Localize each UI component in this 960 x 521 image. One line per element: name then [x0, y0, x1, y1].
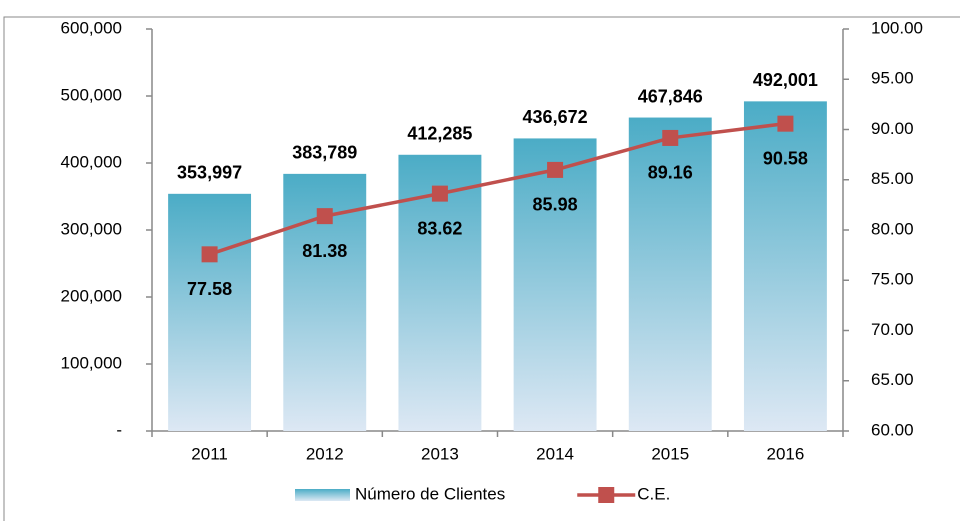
x-tick-label: 2014: [536, 444, 574, 463]
line-marker: [316, 208, 333, 225]
line-marker: [201, 246, 218, 263]
line-marker: [777, 115, 794, 132]
bar: [743, 101, 827, 432]
bar: [628, 117, 712, 431]
y-tick-label: 200,000: [61, 286, 122, 305]
line-value-label: 77.58: [187, 279, 232, 299]
bar-value-label: 412,285: [407, 124, 472, 144]
legend-swatch: [295, 489, 350, 501]
bar-value-label: 353,997: [177, 163, 242, 183]
y2-tick-label: 80.00: [871, 219, 914, 238]
y-tick-label: 500,000: [61, 85, 122, 104]
line-value-label: 83.62: [417, 218, 462, 238]
y2-tick-label: 75.00: [871, 270, 914, 289]
y-tick-label: 300,000: [61, 219, 122, 238]
line-marker: [547, 161, 564, 178]
y-tick-label: 400,000: [61, 152, 122, 171]
x-tick-label: 2013: [421, 444, 459, 463]
line-marker: [662, 129, 679, 146]
line-value-label: 89.16: [648, 163, 693, 183]
x-tick-label: 2011: [191, 444, 228, 463]
y-tick-label: 100,000: [61, 353, 122, 372]
y2-tick-label: 85.00: [871, 169, 914, 188]
y-tick-label: -: [116, 420, 122, 439]
bar-value-label: 492,001: [753, 70, 818, 90]
legend-marker: [598, 487, 615, 503]
bar-value-label: 436,672: [523, 107, 588, 127]
y-tick-label: 600,000: [61, 18, 122, 37]
x-tick-label: 2012: [306, 444, 344, 463]
y2-tick-label: 70.00: [871, 320, 914, 339]
y2-tick-label: 95.00: [871, 69, 914, 88]
y2-tick-label: 65.00: [871, 370, 914, 389]
bar-value-label: 383,789: [292, 143, 357, 163]
legend-label: Número de Clientes: [355, 484, 505, 503]
bar-value-label: 467,846: [638, 86, 703, 106]
legend-label: C.E.: [637, 484, 670, 503]
chart-frame: [3, 16, 960, 521]
line-marker: [431, 185, 448, 202]
line-value-label: 85.98: [533, 195, 578, 215]
y2-tick-label: 90.00: [871, 119, 914, 138]
line-value-label: 81.38: [302, 241, 347, 261]
bar: [168, 193, 252, 431]
line-value-label: 90.58: [763, 148, 808, 168]
y2-tick-label: 60.00: [871, 420, 914, 439]
bar: [513, 138, 597, 432]
x-tick-label: 2015: [651, 444, 689, 463]
line-series: [209, 121, 786, 256]
x-tick-label: 2016: [767, 444, 805, 463]
y2-tick-label: 100.00: [871, 18, 923, 37]
